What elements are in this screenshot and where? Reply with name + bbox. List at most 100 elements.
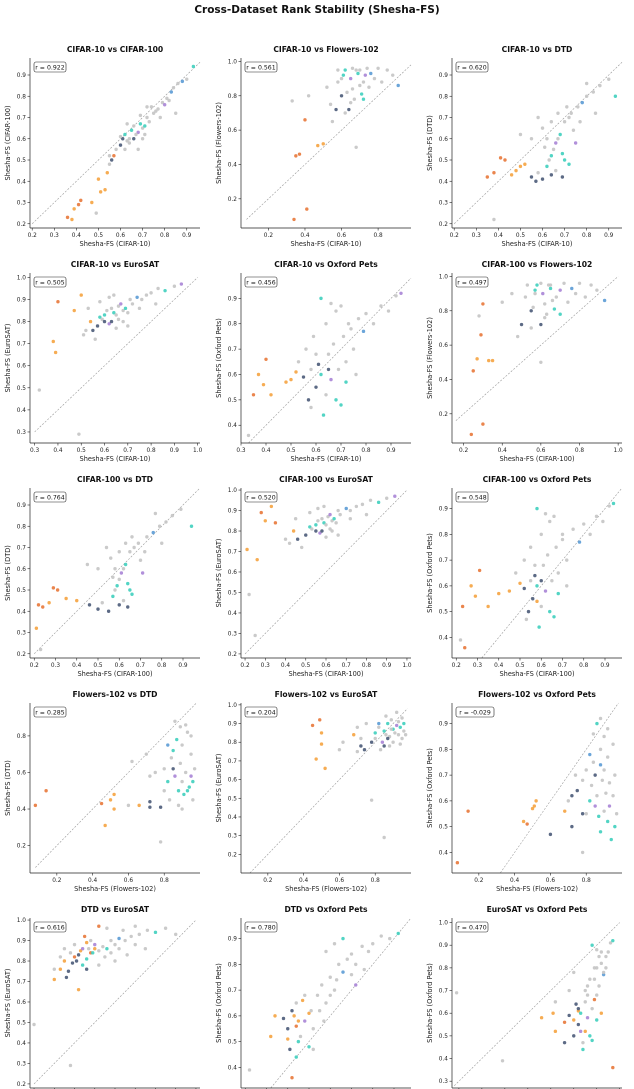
data-point — [334, 398, 338, 402]
data-point — [111, 594, 115, 599]
data-point — [563, 809, 567, 813]
y-tick-label: 0.8 — [17, 94, 27, 100]
r-annotation-box — [455, 706, 495, 718]
r-annotation: r = 0.780 — [246, 924, 275, 931]
y-tick-label: 0.9 — [228, 722, 238, 728]
data-point — [477, 568, 482, 573]
data-point — [294, 1055, 298, 1059]
data-point — [185, 789, 190, 793]
data-point — [500, 1059, 505, 1063]
data-point — [290, 1075, 294, 1080]
y-tick-label: 0.5 — [439, 610, 449, 616]
y-tick-label: 1.0 — [228, 703, 238, 709]
data-point — [70, 961, 75, 965]
data-point — [148, 774, 152, 778]
x-tick-label: 0.7 — [138, 233, 148, 239]
data-point — [151, 530, 155, 535]
y-axis-label: Shesha-FS (DTD) — [4, 760, 12, 816]
y-tick-label: 0.3 — [439, 1079, 449, 1085]
data-point — [548, 286, 553, 291]
data-point — [109, 938, 113, 943]
data-point — [102, 319, 107, 324]
data-point — [328, 102, 333, 107]
data-point — [133, 924, 137, 928]
data-point — [53, 350, 58, 355]
subplot-5: CIFAR-10 vs Oxford Pets 0.3 0.4 0.5 0.6 0.7 0.… — [215, 260, 412, 463]
x-tick-label: 0.3 — [473, 663, 483, 669]
data-point — [514, 168, 518, 173]
data-point — [183, 723, 188, 727]
data-point — [391, 73, 395, 77]
y-tick-label: 0.8 — [439, 94, 449, 100]
data-point — [253, 633, 257, 638]
data-point — [76, 202, 81, 207]
data-point — [99, 801, 104, 806]
x-axis-label: Shesha-FS (Flowers-102) — [285, 885, 367, 893]
data-point — [136, 147, 140, 152]
r-annotation: r = 0.548 — [457, 494, 486, 501]
data-point — [148, 805, 152, 809]
data-point — [400, 716, 404, 720]
data-point — [539, 360, 543, 364]
data-point — [475, 357, 479, 361]
y-tick-label: 0.8 — [228, 94, 238, 100]
r-annotation-box — [33, 61, 67, 73]
data-point — [558, 132, 562, 137]
y-tick-label: 1.0 — [228, 488, 238, 494]
data-point — [315, 993, 320, 997]
data-point — [79, 293, 83, 297]
r-annotation: r = 0.497 — [457, 279, 486, 286]
data-point — [114, 313, 118, 317]
data-point — [382, 744, 386, 748]
identity-line — [249, 708, 408, 874]
data-point — [251, 393, 256, 397]
data-point — [548, 609, 552, 614]
data-point — [308, 510, 312, 515]
data-point — [348, 508, 352, 513]
r-annotation: r = 0.764 — [35, 494, 64, 501]
data-point — [72, 308, 76, 313]
data-point — [611, 1065, 615, 1070]
data-point — [273, 1014, 277, 1018]
y-tick-label: 0.8 — [439, 966, 449, 972]
x-tick-label: 0.8 — [362, 663, 372, 669]
x-tick-label: 0.9 — [182, 233, 192, 239]
data-point — [469, 432, 474, 437]
data-point — [309, 405, 313, 410]
data-point — [551, 1011, 555, 1015]
data-point — [109, 158, 114, 162]
data-point — [81, 333, 86, 337]
data-point — [314, 523, 318, 527]
data-point — [121, 928, 125, 932]
data-point — [165, 96, 169, 101]
data-point — [382, 729, 386, 733]
y-axis-label: Shesha-FS (EuroSAT) — [215, 754, 223, 823]
r-annotation-box — [244, 921, 278, 933]
data-point — [79, 198, 83, 203]
y-tick-label: 0.7 — [17, 116, 27, 122]
data-point — [540, 126, 545, 130]
data-point — [151, 111, 156, 115]
data-point — [402, 721, 406, 726]
x-tick-label: 0.2 — [450, 233, 460, 239]
data-point — [191, 798, 195, 802]
y-tick-label: 0.9 — [17, 939, 27, 945]
data-point — [554, 141, 558, 145]
data-point — [286, 1027, 290, 1031]
data-point — [128, 588, 132, 592]
y-tick-label: 0.8 — [228, 529, 238, 535]
data-point — [341, 334, 346, 339]
data-point — [323, 766, 327, 771]
data-point — [339, 403, 343, 407]
data-point — [65, 215, 70, 220]
subplot-10: Flowers-102 vs DTD 0.2 0.4 0.6 0.8 0.2 0.4 0.6 0… — [4, 690, 200, 893]
data-point — [164, 520, 168, 524]
y-tick-label: 0.4 — [439, 1057, 449, 1063]
data-point — [611, 501, 616, 506]
data-point — [514, 571, 518, 575]
data-point — [290, 1009, 294, 1013]
data-point — [314, 529, 318, 533]
data-point — [144, 752, 149, 756]
y-axis-label: Shesha-FS (Oxford Pets) — [426, 748, 434, 828]
data-point — [167, 98, 171, 103]
